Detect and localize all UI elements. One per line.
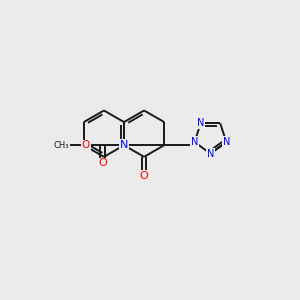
Text: N: N bbox=[207, 148, 214, 159]
Text: N: N bbox=[191, 137, 198, 147]
Text: N: N bbox=[223, 137, 230, 147]
Text: O: O bbox=[140, 171, 148, 181]
Text: N: N bbox=[120, 140, 128, 150]
Text: N: N bbox=[120, 140, 128, 150]
Text: O: O bbox=[98, 158, 107, 168]
Text: CH₃: CH₃ bbox=[53, 141, 69, 150]
Text: O: O bbox=[82, 140, 90, 150]
Text: N: N bbox=[197, 118, 204, 128]
